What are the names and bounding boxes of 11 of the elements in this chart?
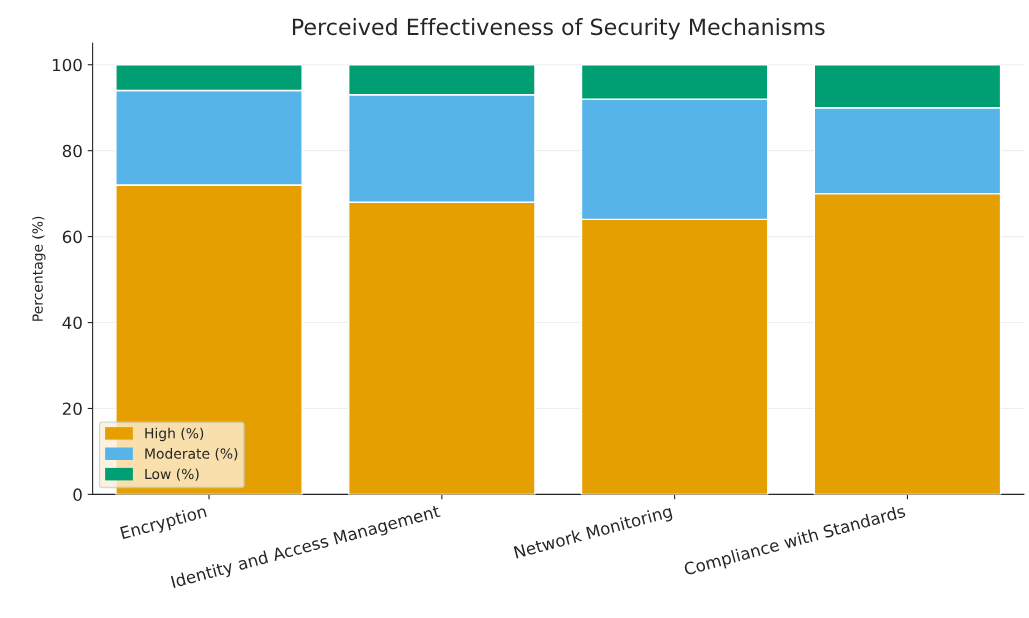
- y-tick-label: 0: [73, 488, 82, 501]
- y-tick-label: 100: [52, 58, 82, 72]
- y-axis-title: Percentage (%): [32, 216, 46, 321]
- y-tick-label: 20: [62, 402, 82, 416]
- y-tick-label: 80: [62, 144, 82, 158]
- legend-label: Low (%): [145, 468, 199, 481]
- legend-label: Moderate (%): [145, 448, 238, 461]
- chart-title: Perceived Effectiveness of Security Mechanisms: [292, 18, 825, 40]
- y-tick-label: 40: [62, 316, 82, 330]
- series-label: High (%): [145, 427, 204, 442]
- y-tick-label: 60: [62, 230, 82, 244]
